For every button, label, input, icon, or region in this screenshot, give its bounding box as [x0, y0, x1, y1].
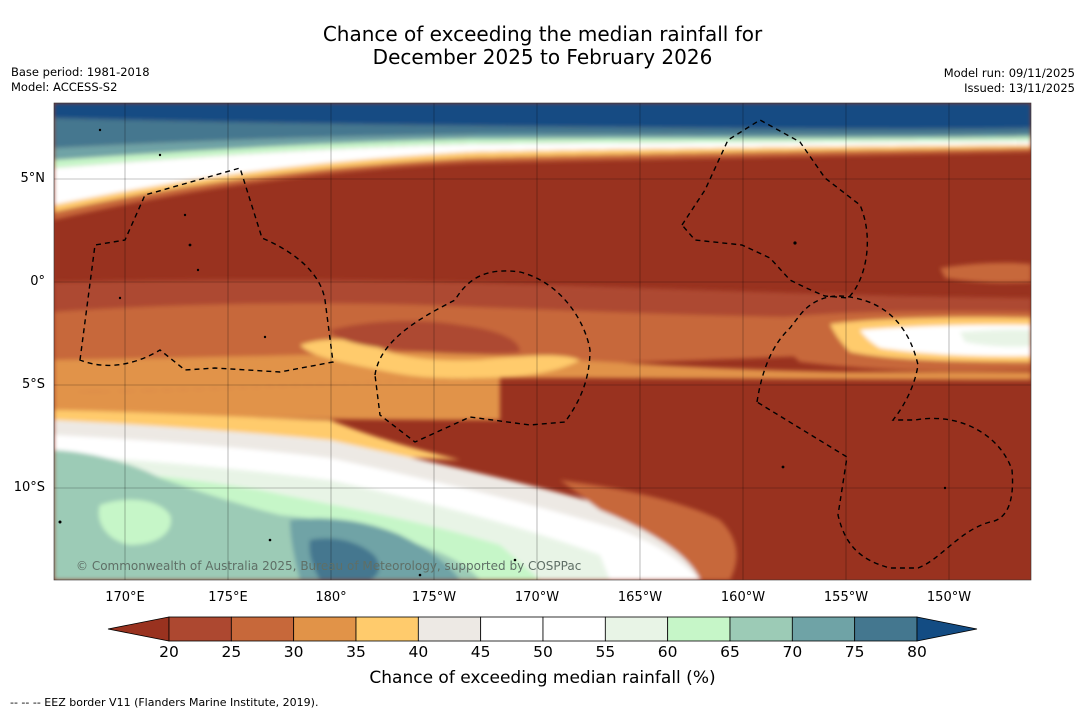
islands — [58, 128, 947, 577]
colorbar-cell — [355, 616, 419, 642]
colorbar-cell — [542, 616, 606, 642]
colorbar-tick-label: 20 — [159, 643, 179, 661]
chart-title-line2: December 2025 to February 2026 — [372, 45, 713, 69]
field-north-teal — [54, 134, 1031, 160]
lon-label: 150°W — [926, 590, 972, 605]
field-north-steel — [54, 118, 1031, 148]
lon-label: 170°E — [105, 590, 145, 605]
field-east-mint — [960, 329, 1031, 347]
meta-left: Base period: 1981-2018 Model: ACCESS-S2 — [11, 65, 150, 95]
model-run: Model run: 09/11/2025 — [943, 66, 1075, 80]
colorbar-cell — [168, 616, 232, 642]
colorbar-cell — [293, 616, 357, 642]
lon-label: 175°E — [208, 590, 248, 605]
field-eq-amber — [300, 339, 580, 379]
colorbar-tick-label: 35 — [346, 643, 366, 661]
lon-label: 155°W — [823, 590, 869, 605]
colorbar-tick-label: 30 — [283, 643, 304, 661]
colorbar-cell — [791, 616, 856, 642]
colorbar — [107, 616, 978, 642]
lat-label: 5°S — [21, 377, 45, 392]
lon-label: 165°W — [617, 590, 663, 605]
field-south-orange — [54, 378, 500, 420]
colorbar-cell — [729, 616, 793, 642]
map-grid — [54, 103, 1031, 580]
chart-title-line1: Chance of exceeding the median rainfall … — [322, 22, 763, 46]
base-period: Base period: 1981-2018 — [11, 65, 150, 79]
colorbar-tick-label: 70 — [782, 643, 803, 661]
lon-label: 170°W — [514, 590, 560, 605]
map-copyright: © Commonwealth of Australia 2025, Bureau… — [76, 559, 581, 573]
colorbar-low-extend — [107, 616, 170, 642]
colorbar-tick-label: 40 — [408, 643, 429, 661]
map-field: © Commonwealth of Australia 2025, Bureau… — [54, 103, 1031, 580]
colorbar-high-extend — [916, 616, 978, 642]
colorbar-tick-label: 65 — [720, 643, 740, 661]
colorbar-cell — [480, 616, 544, 642]
model-name: Model: ACCESS-S2 — [11, 80, 118, 94]
colorbar-tick-label: 55 — [595, 643, 616, 661]
eez-borders — [79, 119, 1014, 569]
meta-right: Model run: 09/11/2025 Issued: 13/11/2025 — [944, 66, 1075, 96]
lat-label: 5°N — [20, 171, 46, 186]
colorbar-cell — [230, 616, 295, 642]
field-ne-orange — [940, 262, 1031, 283]
field-central-dark — [330, 320, 520, 355]
lat-label: 10°S — [13, 480, 45, 495]
colorbar-tick-label: 60 — [657, 643, 678, 661]
colorbar-tick-label: 75 — [844, 643, 865, 661]
colorbar-tick-label: 80 — [907, 643, 927, 661]
field-south-steel — [309, 538, 380, 580]
field-north-mint — [54, 137, 1031, 168]
issued-date: Issued: 13/11/2025 — [964, 81, 1075, 95]
map-frame — [53, 102, 1032, 581]
colorbar-tick-label: 25 — [221, 643, 242, 661]
colorbar-cell — [854, 616, 918, 642]
lon-label: 175°W — [411, 590, 457, 605]
field-north-blue — [54, 103, 1031, 129]
lon-label: 160°W — [720, 590, 766, 605]
colorbar-title: Chance of exceeding median rainfall (%) — [369, 668, 716, 688]
eez-legend: -- -- -- EEZ border V11 (Flanders Marine… — [10, 696, 319, 709]
field-south-mintblob — [98, 499, 171, 545]
field-south-orange-edge — [560, 480, 737, 580]
field-north-white — [54, 141, 1031, 205]
colorbar-cell — [417, 616, 482, 642]
colorbar-cell — [604, 616, 669, 642]
colorbar-tick-label: 50 — [533, 643, 553, 661]
lat-label: 0° — [30, 274, 45, 289]
colorbar-tick-label: 45 — [470, 643, 491, 661]
colorbar-cell — [667, 616, 731, 642]
lon-label: 180° — [315, 590, 347, 605]
